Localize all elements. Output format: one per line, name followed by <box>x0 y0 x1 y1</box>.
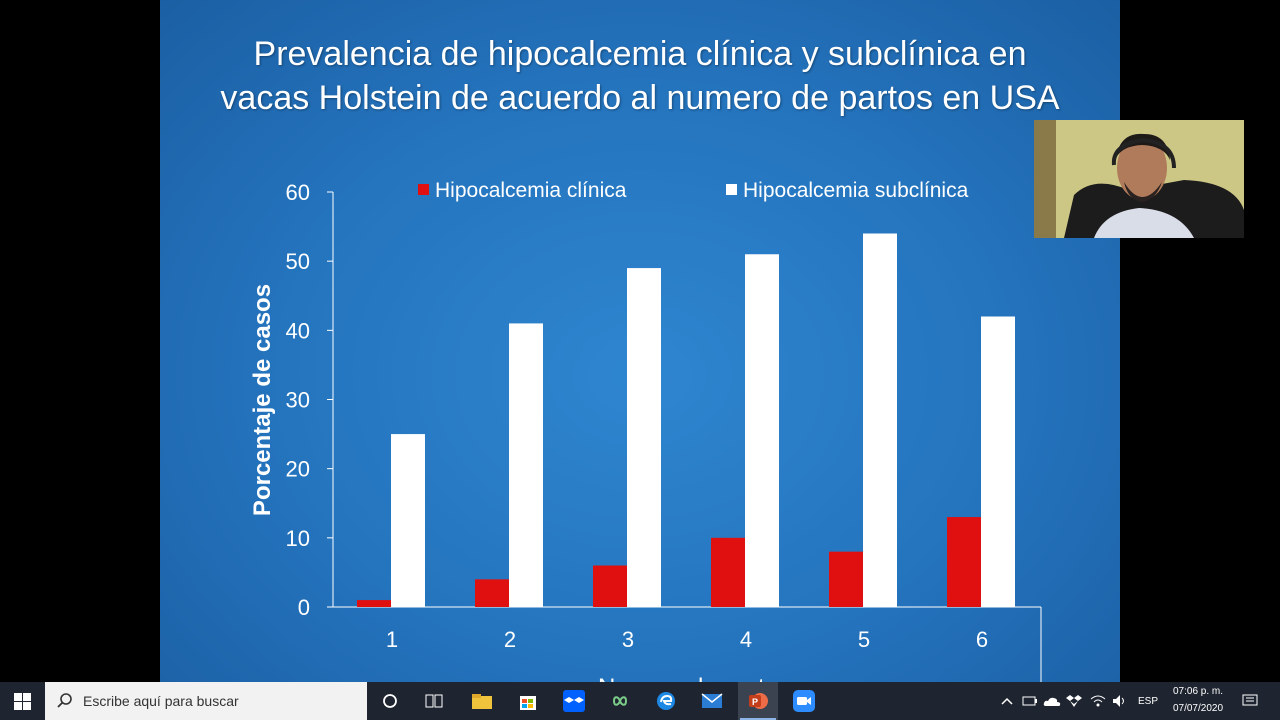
y-axis-label: Porcentaje de casos <box>249 284 276 516</box>
edge-icon[interactable] <box>652 682 680 720</box>
x-tick-label: 4 <box>740 627 752 652</box>
dropbox-icon[interactable] <box>560 682 588 720</box>
search-placeholder: Escribe aquí para buscar <box>83 693 239 709</box>
battery-icon[interactable] <box>1020 682 1040 720</box>
wifi-icon[interactable] <box>1088 682 1108 720</box>
bar-subclinica <box>863 233 897 607</box>
task-view-icon[interactable] <box>422 682 446 720</box>
bar-clinica <box>475 579 509 607</box>
clock-time[interactable]: 07:06 p. m. <box>1172 686 1224 697</box>
bar-clinica <box>357 600 391 607</box>
y-tick-label: 10 <box>286 526 310 551</box>
volume-icon[interactable] <box>1110 682 1130 720</box>
legend-swatch-subclinica <box>726 184 737 195</box>
legend-swatch-clinica <box>418 184 429 195</box>
search-icon <box>57 692 73 711</box>
x-tick-label: 1 <box>386 627 398 652</box>
legend-label-subclinica: Hipocalcemia subclínica <box>743 179 969 202</box>
bar-subclinica <box>627 268 661 607</box>
y-tick-label: 40 <box>286 318 310 343</box>
title-line-2: vacas Holstein de acuerdo al numero de p… <box>220 79 1060 117</box>
x-tick-label: 5 <box>858 627 870 652</box>
bar-subclinica <box>391 434 425 607</box>
infinity-app-icon[interactable] <box>606 682 634 720</box>
bar-subclinica <box>745 254 779 607</box>
chevron-up-icon[interactable] <box>998 682 1016 720</box>
x-axis-label: Numero de parto <box>598 674 778 682</box>
legend-label-clinica: Hipocalcemia clínica <box>435 179 627 202</box>
store-icon[interactable] <box>514 682 542 720</box>
mail-icon[interactable] <box>698 682 726 720</box>
y-tick-label: 20 <box>286 457 310 482</box>
search-input[interactable]: Escribe aquí para buscar <box>45 682 367 720</box>
taskbar: Escribe aquí para buscar P <box>0 682 1280 720</box>
zoom-icon[interactable] <box>790 682 818 720</box>
y-tick-label: 30 <box>286 388 310 413</box>
bar-chart: 0 10 20 30 40 50 60 Porcentaje de casos 1 2 3 4 5 6 Nu… <box>249 179 1042 682</box>
language-indicator[interactable]: ESP <box>1137 695 1158 707</box>
svg-text:P: P <box>752 697 758 707</box>
y-tick-label: 50 <box>286 249 310 274</box>
bar-subclinica <box>509 323 543 607</box>
onedrive-icon[interactable] <box>1042 682 1062 720</box>
slide-title: Prevalencia de hipocalcemia clínica y su… <box>160 32 1120 120</box>
notification-icon[interactable] <box>1238 682 1262 720</box>
x-tick-label: 3 <box>622 627 634 652</box>
x-tick-label: 2 <box>504 627 516 652</box>
powerpoint-icon[interactable]: P <box>738 682 778 720</box>
bar-subclinica <box>981 316 1015 607</box>
bar-clinica <box>829 551 863 607</box>
windows-start-icon[interactable] <box>8 682 36 720</box>
clock-date[interactable]: 07/07/2020 <box>1172 703 1224 714</box>
presentation-slide: Prevalencia de hipocalcemia clínica y su… <box>160 0 1120 682</box>
x-tick-label: 6 <box>976 627 988 652</box>
bar-clinica <box>593 565 627 607</box>
webcam-overlay <box>1034 120 1244 238</box>
bar-clinica <box>947 517 981 607</box>
cortana-icon[interactable] <box>378 682 402 720</box>
y-tick-label: 60 <box>286 180 310 205</box>
dropbox-tray-icon[interactable] <box>1064 682 1084 720</box>
title-line-1: Prevalencia de hipocalcemia clínica y su… <box>253 35 1027 73</box>
bar-clinica <box>711 537 745 607</box>
file-explorer-icon[interactable] <box>468 682 496 720</box>
y-tick-label: 0 <box>298 595 310 620</box>
